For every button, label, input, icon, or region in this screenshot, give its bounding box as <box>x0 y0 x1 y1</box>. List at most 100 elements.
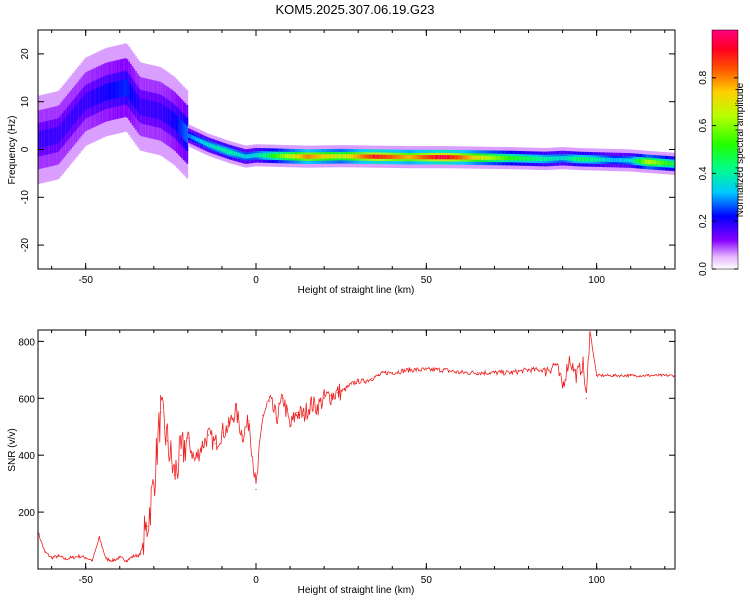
spectrogram-cell <box>428 155 431 160</box>
spectrogram-cell <box>336 154 339 159</box>
spectrogram-cell <box>206 142 209 147</box>
spectrogram-ytick-label: 10 <box>20 96 31 108</box>
spectrogram-cell <box>44 129 47 147</box>
spectrogram-cell <box>77 102 80 120</box>
spectrogram-cell <box>279 153 282 159</box>
spectrogram-cell <box>319 154 322 159</box>
spectrogram-cell <box>262 153 265 158</box>
spectrogram-cell <box>421 155 424 160</box>
spectrogram-cell <box>174 113 177 131</box>
spectrogram-cell <box>387 154 390 159</box>
spectrogram-cell <box>426 155 429 160</box>
snr-data-point <box>596 374 598 377</box>
spectrogram-cell <box>656 160 659 165</box>
spectrogram-ylabel: Frequency (Hz) <box>7 116 18 185</box>
snr-data-point <box>289 426 291 428</box>
spectrogram-cell <box>102 84 105 102</box>
spectrogram-cell <box>583 157 586 162</box>
spectrogram-cell <box>274 153 277 158</box>
spectrogram-cell <box>477 155 480 160</box>
spectrogram-cell <box>89 91 92 109</box>
spectrogram-cell <box>53 127 56 145</box>
spectrogram-cell <box>157 102 160 120</box>
spectrogram-ytick-label: -10 <box>20 190 31 205</box>
spectrogram-cell <box>75 104 78 122</box>
spectrogram-cell <box>353 154 356 159</box>
spectrogram-cell <box>187 133 190 138</box>
spectrogram-cell <box>450 155 453 160</box>
spectrogram-cell <box>240 153 243 158</box>
spectrogram-cell <box>177 116 180 134</box>
spectrogram-cell <box>276 153 279 158</box>
spectrogram-cell <box>136 94 139 112</box>
spectrogram-cell <box>131 87 134 105</box>
snr-data-point <box>442 369 444 371</box>
snr-line-path <box>38 331 675 563</box>
spectrogram-cell <box>453 155 456 160</box>
snr-frame <box>37 329 676 570</box>
spectrogram-cell <box>485 155 488 160</box>
spectrogram-cell <box>283 153 286 159</box>
spectrogram-cell <box>128 82 131 100</box>
spectrogram-cell <box>445 155 448 160</box>
spectrogram-cell <box>499 155 502 161</box>
spectrogram-cell <box>94 88 97 106</box>
spectrogram-cell <box>482 155 485 160</box>
spectrogram-cell <box>574 156 577 161</box>
spectrogram-cell <box>155 101 158 119</box>
spectrogram-cell <box>535 156 538 161</box>
spectrogram-cell <box>639 159 642 164</box>
spectrogram-cell <box>411 155 413 160</box>
spectrogram-cell <box>63 119 66 137</box>
spectrogram-cell <box>610 157 613 163</box>
spectrogram-cell <box>327 154 330 159</box>
spectrogram-cell <box>538 156 541 161</box>
spectrogram-cell <box>55 127 58 145</box>
spectrogram-cell <box>468 155 471 160</box>
snr-xtick-label: 100 <box>588 575 605 586</box>
spectrogram-cell <box>533 156 536 161</box>
spectrogram-cell <box>472 155 475 160</box>
spectrogram-cell <box>281 153 284 159</box>
spectrogram-cell <box>43 130 46 147</box>
spectrogram-cell <box>652 160 655 165</box>
spectrogram-cell <box>278 153 281 158</box>
snr-data-point <box>98 537 100 539</box>
spectrogram-cell <box>346 154 349 159</box>
spectrogram-cell <box>92 89 95 107</box>
spectrogram-cell <box>552 156 555 161</box>
spectrogram-cell <box>438 155 441 160</box>
spectrogram-cell <box>111 82 114 100</box>
snr-data-point <box>575 374 577 377</box>
spectrogram-cell <box>647 159 650 165</box>
spectrogram-cell <box>542 156 545 162</box>
spectrogram-cell <box>474 155 477 160</box>
spectrogram-cell <box>358 154 361 159</box>
spectrogram-cell <box>659 160 662 165</box>
spectrogram-cell <box>247 154 250 159</box>
spectrogram-cell <box>116 81 119 98</box>
spectrogram-cell <box>520 156 523 161</box>
spectrogram-cell <box>288 154 291 159</box>
spectrogram-cell <box>41 130 44 148</box>
spectrogram-cell <box>392 154 395 160</box>
spectrogram-cell <box>404 154 407 160</box>
spectrogram-cell <box>559 156 562 161</box>
spectrogram-cell <box>363 154 366 159</box>
spectrogram-cell <box>654 160 657 165</box>
spectrogram-cell <box>651 160 654 165</box>
spectrogram-cell <box>526 156 529 161</box>
spectrogram-cell <box>56 126 59 144</box>
spectrogram-cell <box>460 155 463 160</box>
spectrogram-cell <box>504 155 507 161</box>
spectrogram-cell <box>501 155 504 161</box>
spectrogram-cell <box>640 159 643 164</box>
spectrogram-cell <box>371 154 374 159</box>
snr-data-point <box>125 559 128 562</box>
snr-xlabel: Height of straight line (km) <box>298 585 415 596</box>
spectrogram-cell <box>126 80 129 97</box>
spectrogram-cell <box>479 155 482 160</box>
spectrogram-cell <box>594 157 597 162</box>
colorbar-gradient <box>711 29 739 270</box>
snr-data-point <box>555 363 557 365</box>
